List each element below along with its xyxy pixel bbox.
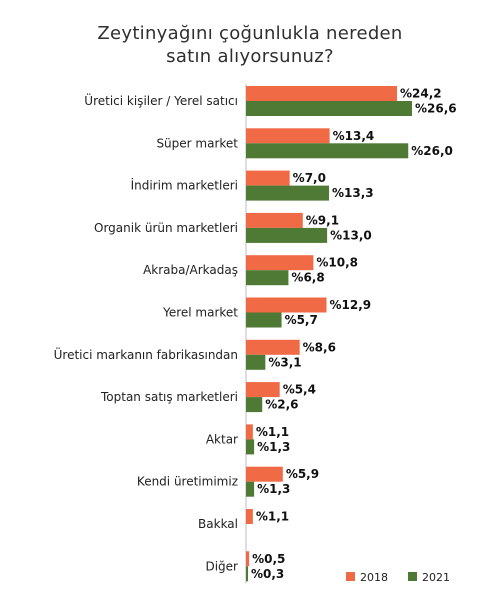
- bar-2021: [246, 397, 263, 413]
- bar-2021: [246, 481, 255, 497]
- data-label-2021: %1,3: [257, 440, 290, 454]
- category-label: Akraba/Arkadaş: [143, 263, 238, 277]
- data-label-2021: %26,0: [411, 144, 453, 158]
- bar-2018: [246, 509, 253, 524]
- category-label: Süper market: [156, 136, 238, 150]
- category-label: Aktar: [206, 432, 238, 446]
- bar-2018: [246, 170, 290, 186]
- legend-swatch-2018: [346, 572, 355, 581]
- bar-2018: [246, 212, 303, 228]
- bar-2018: [246, 339, 300, 355]
- chart-title-line-2: satın alıyorsunuz?: [166, 46, 334, 67]
- data-label-2021: %26,6: [415, 102, 457, 116]
- data-label-2018: %1,1: [256, 425, 289, 439]
- category-label: İndirim marketleri: [131, 178, 238, 193]
- data-label-2018: %13,4: [333, 129, 375, 143]
- data-label-2021: %3,1: [268, 355, 301, 369]
- category-label: Organik ürün marketleri: [94, 221, 238, 235]
- bar-2021: [246, 439, 255, 455]
- data-label-2018: %9,1: [306, 213, 339, 227]
- category-label: Üretici markanın fabrikasından: [54, 346, 238, 362]
- data-label-2018: %10,8: [316, 256, 358, 270]
- chart-title: Zeytinyağını çoğunlukla nereden satın al…: [0, 22, 500, 68]
- bar-2021: [246, 354, 266, 370]
- bar-2018: [246, 382, 280, 398]
- data-label-2021: %1,3: [257, 482, 290, 496]
- category-label: Toptan satış marketleri: [100, 390, 238, 404]
- category-label: Bakkal: [198, 517, 238, 531]
- bar-2018: [246, 424, 253, 440]
- bar-2021: [246, 312, 282, 328]
- category-label: Kendi üretimimiz: [137, 475, 238, 489]
- data-label-2018: %8,6: [303, 340, 336, 354]
- bar-2018: [246, 255, 314, 271]
- bar-2021: [246, 143, 409, 159]
- data-label-2021: %6,8: [291, 271, 324, 285]
- bar-2018: [246, 551, 250, 567]
- data-label-2018: %5,4: [283, 383, 316, 397]
- data-label-2018: %12,9: [329, 298, 371, 312]
- category-label: Üretici kişiler / Yerel satıcı: [84, 92, 238, 108]
- chart-title-line-1: Zeytinyağını çoğunlukla nereden: [97, 23, 403, 44]
- bar-2021: [246, 227, 328, 243]
- legend-label-2018: 2018: [360, 571, 388, 584]
- data-label-2021: %13,0: [330, 228, 372, 242]
- category-label: Diğer: [205, 559, 238, 573]
- bar-2021: [246, 185, 329, 201]
- category-label: Yerel market: [162, 306, 238, 320]
- data-label-2021: %5,7: [285, 313, 318, 327]
- data-label-2021: %2,6: [265, 398, 298, 412]
- bar-2018: [246, 297, 327, 313]
- data-label-2018: %24,2: [400, 87, 442, 101]
- data-label-2018: %1,1: [256, 510, 289, 524]
- bar-2021: [246, 566, 248, 582]
- bar-2018: [246, 128, 330, 144]
- legend-swatch-2021: [408, 572, 417, 581]
- legend-label-2021: 2021: [422, 571, 450, 584]
- data-label-2018: %0,5: [252, 552, 285, 566]
- bar-2021: [246, 101, 412, 116]
- data-label-2021: %13,3: [332, 186, 374, 200]
- bar-2018: [246, 466, 283, 482]
- data-label-2018: %7,0: [293, 171, 326, 185]
- data-label-2021: %0,3: [251, 567, 284, 581]
- bar-2021: [246, 270, 289, 286]
- bar-2018: [246, 86, 398, 101]
- data-label-2018: %5,9: [286, 467, 319, 481]
